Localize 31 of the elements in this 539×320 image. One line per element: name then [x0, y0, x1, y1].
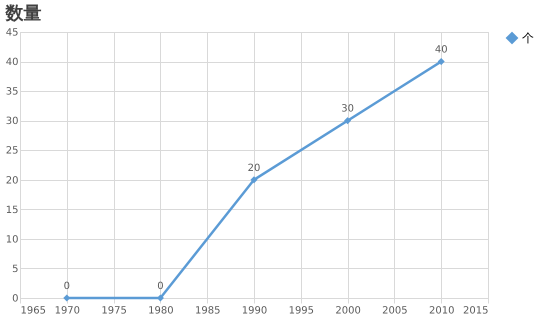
data-label: 0	[64, 281, 70, 292]
y-tick-label: 45	[6, 28, 18, 38]
x-tick-label: 1995	[288, 306, 314, 316]
y-tick-label: 35	[6, 86, 18, 98]
data-label: 40	[434, 44, 448, 56]
x-tick-label: 2015	[463, 306, 488, 316]
x-tick-label: 1990	[242, 306, 268, 316]
legend-label: 个	[522, 31, 534, 45]
y-tick-label: 0	[12, 294, 18, 304]
point	[344, 117, 352, 124]
x-tick-label: 2005	[382, 306, 408, 316]
y-tick-label: 40	[6, 57, 18, 68]
x-tick-label: 1970	[54, 306, 80, 316]
x-tick-label: 2010	[428, 306, 454, 316]
y-tick-label: 30	[6, 116, 18, 128]
y-tick-label: 15	[6, 204, 18, 216]
x-tick-label: 1975	[101, 306, 127, 316]
y-tick-label: 5	[12, 264, 18, 275]
data-label: 0	[157, 281, 164, 292]
x-tick-label: 1985	[194, 306, 220, 316]
x-tick-label: 1980	[148, 306, 174, 316]
chart-title: 数量	[4, 3, 42, 24]
data-label: 20	[248, 162, 260, 174]
y-tick-label: 10	[6, 234, 18, 246]
y-tick-label: 25	[6, 146, 18, 157]
x-tick-label: 2000	[335, 306, 361, 316]
point	[438, 58, 445, 66]
x-tick-label: 1965	[20, 306, 46, 316]
data-label: 30	[341, 104, 354, 115]
y-tick-label: 20	[6, 175, 18, 186]
point	[250, 176, 258, 184]
